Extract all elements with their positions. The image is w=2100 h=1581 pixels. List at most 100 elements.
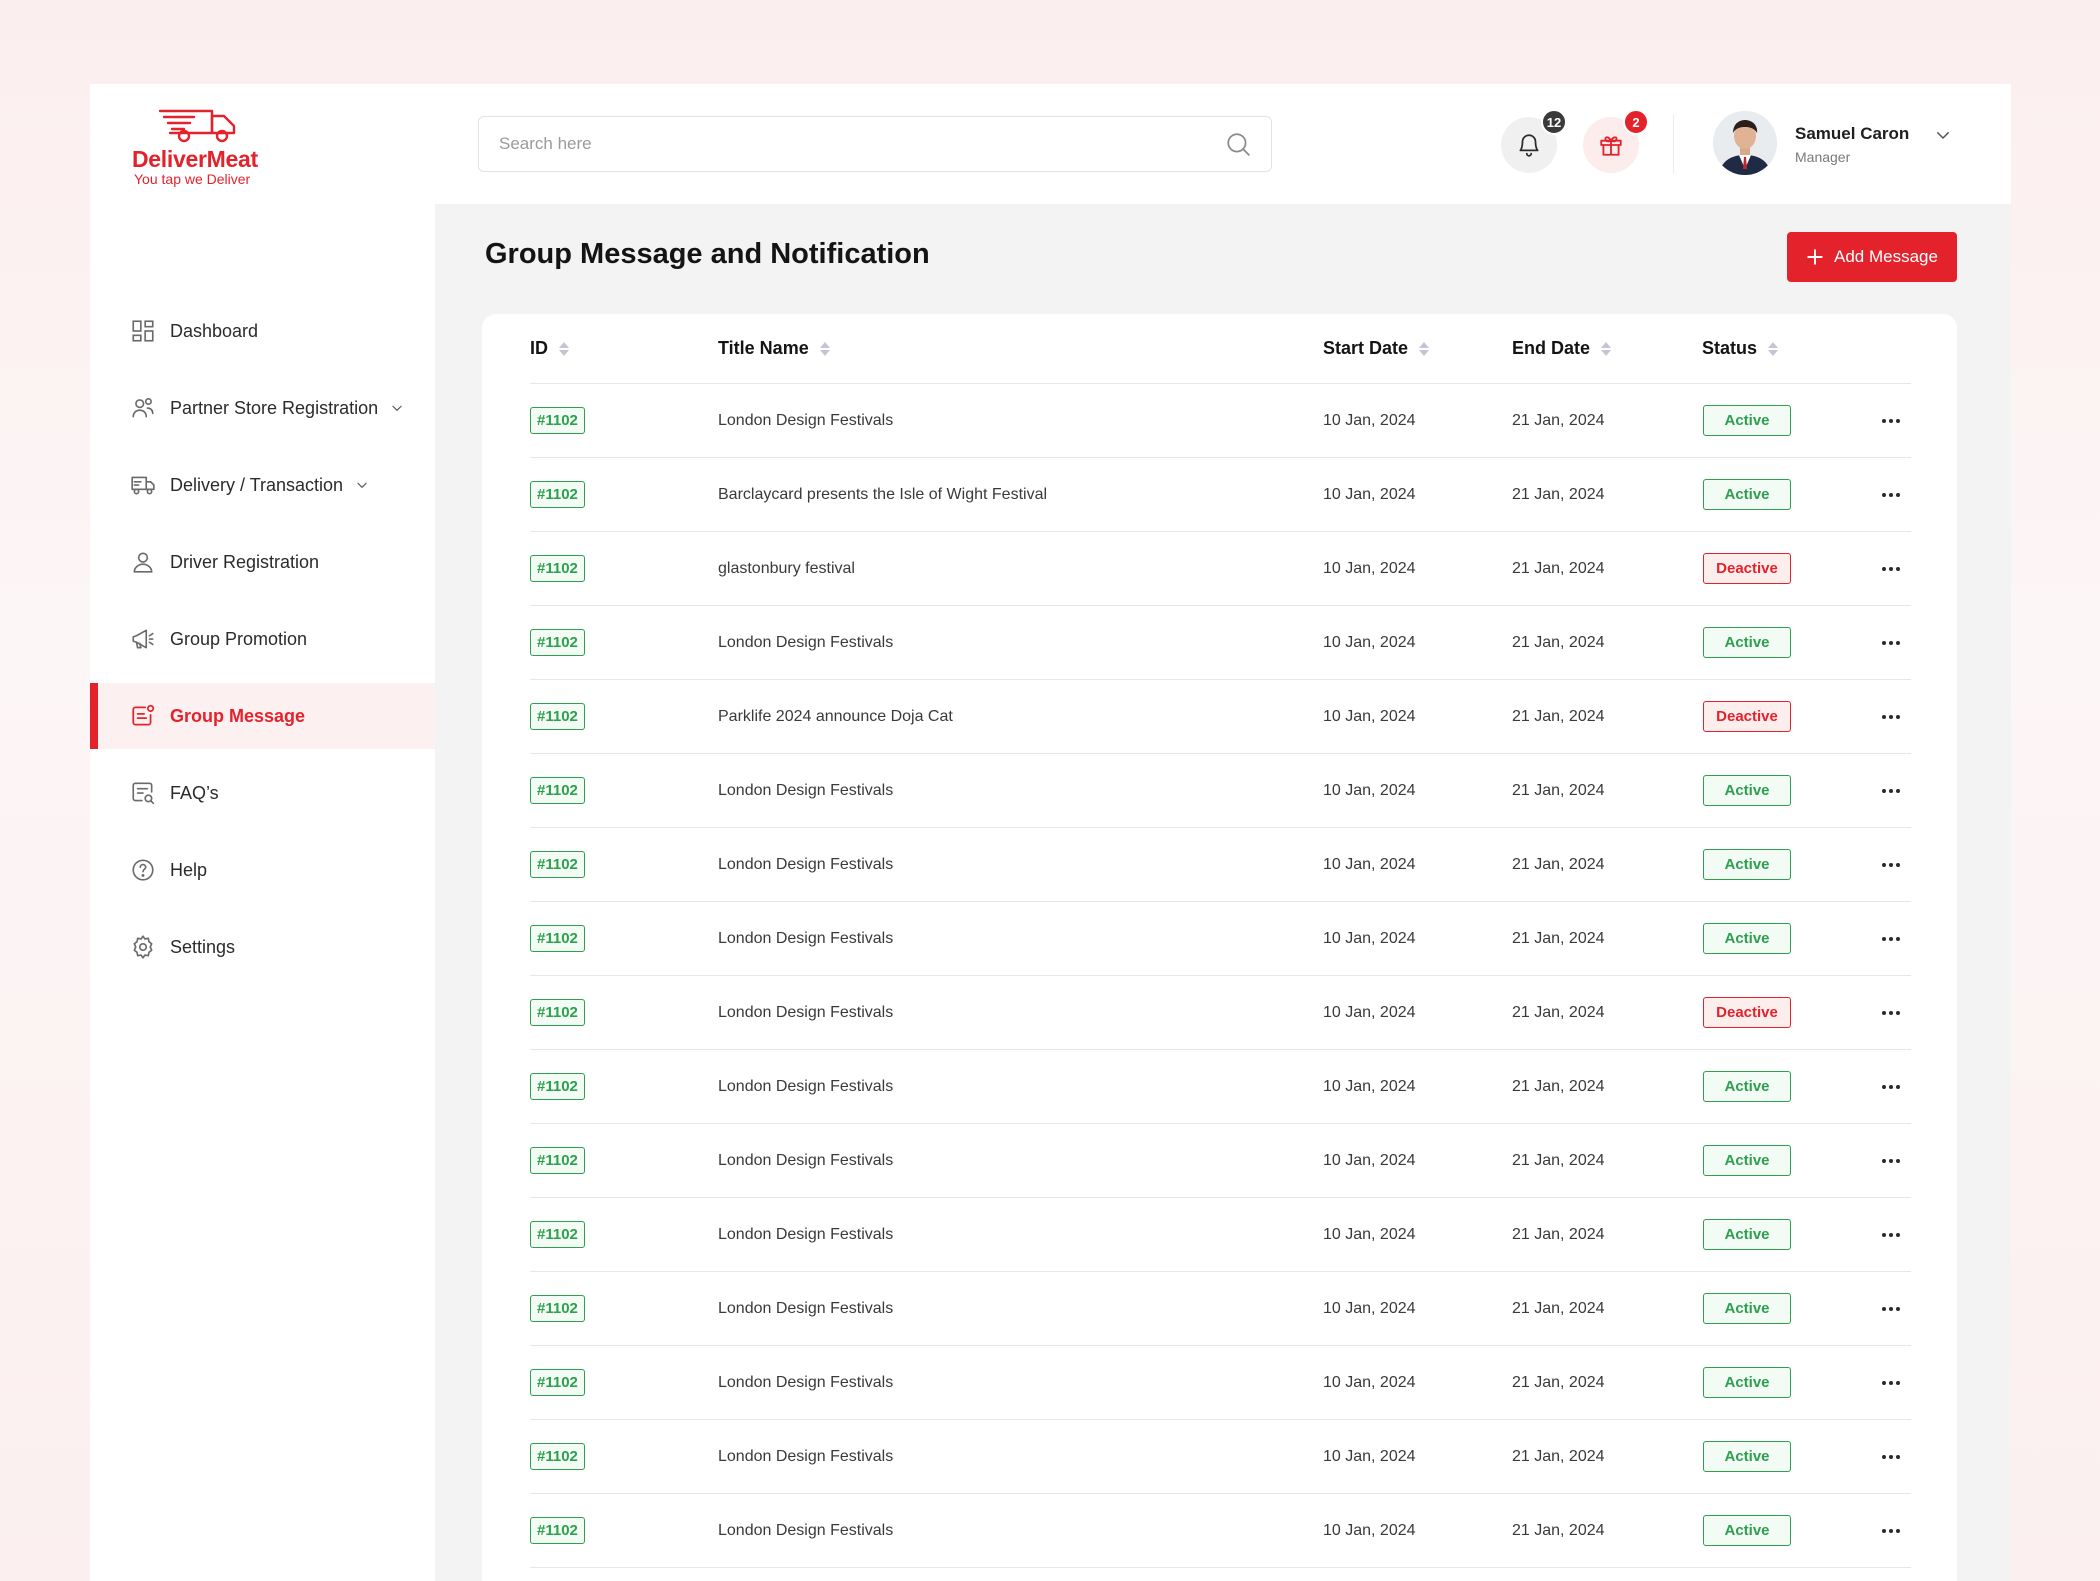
id-chip[interactable]: #1102 bbox=[530, 1517, 585, 1544]
user-name[interactable]: Samuel Caron bbox=[1795, 124, 1910, 143]
more-options-icon[interactable] bbox=[1879, 1519, 1903, 1543]
gift-button[interactable]: 2 bbox=[1583, 109, 1649, 173]
end-date-cell: 21 Jan, 2024 bbox=[1512, 1077, 1605, 1095]
more-options-icon[interactable] bbox=[1879, 483, 1903, 507]
search-input[interactable] bbox=[499, 134, 1225, 154]
chevron-down-icon[interactable] bbox=[390, 401, 404, 415]
brand-name[interactable]: DeliverMeat bbox=[132, 146, 258, 172]
column-header-status[interactable]: Status bbox=[1702, 338, 1779, 359]
table-row[interactable]: #1102 London Design Festivals 10 Jan, 2024… bbox=[530, 1198, 1911, 1272]
table-row[interactable]: #1102 London Design Festivals 10 Jan, 2024… bbox=[530, 1124, 1911, 1198]
title-cell: London Design Festivals bbox=[718, 855, 894, 873]
id-chip[interactable]: #1102 bbox=[530, 1443, 585, 1470]
sidebar-item-label: FAQ’s bbox=[170, 782, 219, 803]
sidebar-item-promo[interactable]: Group Promotion bbox=[90, 606, 435, 672]
sort-icon[interactable] bbox=[1418, 341, 1430, 357]
column-header-start-date[interactable]: Start Date bbox=[1323, 338, 1430, 359]
more-options-icon[interactable] bbox=[1879, 927, 1903, 951]
id-chip[interactable]: #1102 bbox=[530, 629, 585, 656]
chevron-down-icon[interactable] bbox=[355, 478, 369, 492]
start-date-cell: 10 Jan, 2024 bbox=[1323, 1077, 1416, 1095]
sidebar-item-settings[interactable]: Settings bbox=[90, 914, 435, 980]
megaphone-icon bbox=[130, 626, 156, 652]
more-options-icon[interactable] bbox=[1879, 1149, 1903, 1173]
column-header-label: End Date bbox=[1512, 338, 1591, 358]
sort-icon[interactable] bbox=[819, 341, 831, 357]
more-options-icon[interactable] bbox=[1879, 1371, 1903, 1395]
table-row[interactable]: #1102 London Design Festivals 10 Jan, 2024… bbox=[530, 1494, 1911, 1568]
more-options-icon[interactable] bbox=[1879, 853, 1903, 877]
more-options-icon[interactable] bbox=[1879, 557, 1903, 581]
sort-icon[interactable] bbox=[1600, 341, 1612, 357]
id-chip[interactable]: #1102 bbox=[530, 1221, 585, 1248]
more-options-icon[interactable] bbox=[1879, 1223, 1903, 1247]
more-options-icon[interactable] bbox=[1879, 631, 1903, 655]
more-options-icon[interactable] bbox=[1879, 409, 1903, 433]
table-row[interactable]: #1102 London Design Festivals 10 Jan, 2024… bbox=[530, 1050, 1911, 1124]
title-cell: London Design Festivals bbox=[718, 1077, 894, 1095]
status-badge: Active bbox=[1703, 849, 1791, 880]
sidebar-item-message[interactable]: Group Message bbox=[90, 683, 435, 749]
table-row[interactable]: #1102 London Design Festivals 10 Jan, 2024… bbox=[530, 1346, 1911, 1420]
table-row[interactable]: #1102 glastonbury festival 10 Jan, 2024 21 … bbox=[530, 532, 1911, 606]
sidebar-nav: Dashboard Partner Store Registration Deliv… bbox=[90, 298, 435, 991]
id-chip[interactable]: #1102 bbox=[530, 1295, 585, 1322]
table-row[interactable]: #1102 London Design Festivals 10 Jan, 2024… bbox=[530, 902, 1911, 976]
gear-icon bbox=[130, 934, 156, 960]
sidebar-item-driver[interactable]: Driver Registration bbox=[90, 529, 435, 595]
id-chip[interactable]: #1102 bbox=[530, 1073, 585, 1100]
table-row[interactable]: #1102 London Design Festivals 10 Jan, 2024… bbox=[530, 976, 1911, 1050]
search-icon[interactable] bbox=[1225, 131, 1251, 157]
notifications-button[interactable]: 12 bbox=[1501, 109, 1567, 173]
sidebar-item-partner[interactable]: Partner Store Registration bbox=[90, 375, 435, 441]
add-message-button[interactable]: Add Message bbox=[1787, 232, 1957, 282]
id-chip[interactable]: #1102 bbox=[530, 555, 585, 582]
more-options-icon[interactable] bbox=[1879, 1297, 1903, 1321]
id-chip[interactable]: #1102 bbox=[530, 925, 585, 952]
table-row[interactable]: #1102 Barclaycard presents the Isle of Wi… bbox=[530, 458, 1911, 532]
id-chip[interactable]: #1102 bbox=[530, 777, 585, 804]
more-options-icon[interactable] bbox=[1879, 1075, 1903, 1099]
title-cell: Parklife 2024 announce Doja Cat bbox=[718, 707, 953, 725]
sidebar-item-help[interactable]: Help bbox=[90, 837, 435, 903]
search-bar[interactable] bbox=[478, 116, 1272, 172]
table-row[interactable]: #1102 London Design Festivals 10 Jan, 2024… bbox=[530, 828, 1911, 902]
more-options-icon[interactable] bbox=[1879, 705, 1903, 729]
sidebar-item-delivery[interactable]: Delivery / Transaction bbox=[90, 452, 435, 518]
status-badge: Active bbox=[1703, 405, 1791, 436]
sidebar-item-label: Settings bbox=[170, 936, 236, 957]
table-row[interactable]: #1102 London Design Festivals 10 Jan, 2024… bbox=[530, 606, 1911, 680]
table-row[interactable]: #1102 London Design Festivals 10 Jan, 2024… bbox=[530, 1420, 1911, 1494]
id-chip[interactable]: #1102 bbox=[530, 851, 585, 878]
column-header-title[interactable]: Title Name bbox=[718, 338, 831, 359]
table-row[interactable]: #1102 London Design Festivals 10 Jan, 2024… bbox=[530, 384, 1911, 458]
id-chip[interactable]: #1102 bbox=[530, 999, 585, 1026]
end-date-cell: 21 Jan, 2024 bbox=[1512, 1003, 1605, 1021]
more-options-icon[interactable] bbox=[1879, 779, 1903, 803]
more-options-icon[interactable] bbox=[1879, 1001, 1903, 1025]
column-header-end-date[interactable]: End Date bbox=[1512, 338, 1612, 359]
sidebar-item-label: Driver Registration bbox=[170, 551, 320, 572]
avatar[interactable] bbox=[1713, 111, 1777, 175]
column-header-id[interactable]: ID bbox=[530, 338, 570, 359]
chevron-down-icon[interactable] bbox=[1934, 126, 1952, 144]
end-date-cell: 21 Jan, 2024 bbox=[1512, 633, 1605, 651]
table-row[interactable]: #1102 Parklife 2024 announce Doja Cat 10 J… bbox=[530, 680, 1911, 754]
more-options-icon[interactable] bbox=[1879, 1445, 1903, 1469]
sidebar-item-dashboard[interactable]: Dashboard bbox=[90, 298, 435, 364]
table-row[interactable]: #1102 London Design Festivals 10 Jan, 2024… bbox=[530, 1272, 1911, 1346]
end-date-cell: 21 Jan, 2024 bbox=[1512, 1151, 1605, 1169]
sort-icon[interactable] bbox=[1767, 341, 1779, 357]
sort-icon[interactable] bbox=[558, 341, 570, 357]
table-row[interactable]: #1102 London Design Festivals 10 Jan, 2024… bbox=[530, 754, 1911, 828]
messages-table: ID Title Name Start Date End Date Status… bbox=[482, 314, 1957, 1581]
end-date-cell: 21 Jan, 2024 bbox=[1512, 929, 1605, 947]
id-chip[interactable]: #1102 bbox=[530, 1369, 585, 1396]
status-badge: Active bbox=[1703, 775, 1791, 806]
id-chip[interactable]: #1102 bbox=[530, 1147, 585, 1174]
title-cell: London Design Festivals bbox=[718, 1151, 894, 1169]
id-chip[interactable]: #1102 bbox=[530, 481, 585, 508]
id-chip[interactable]: #1102 bbox=[530, 407, 585, 434]
sidebar-item-faq[interactable]: FAQ’s bbox=[90, 760, 435, 826]
id-chip[interactable]: #1102 bbox=[530, 703, 585, 730]
